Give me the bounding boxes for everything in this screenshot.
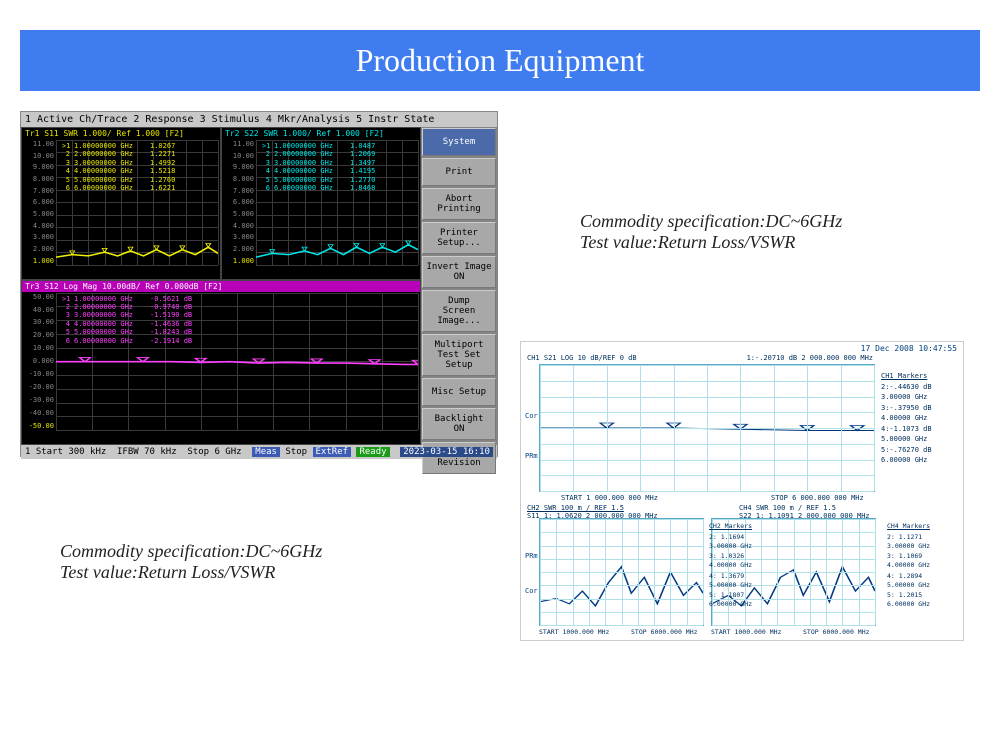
ch2-start: START 1000.000 MHz [539,628,609,636]
ch4-start: START 1000.000 MHz [711,628,781,636]
caption-left-l1: Commodity specification:DC~6GHz [60,541,322,562]
printer-setup-button[interactable]: Printer Setup... [422,222,496,254]
status-extref: ExtRef [313,447,352,457]
plot-s12-title: Tr3 S12 Log Mag 10.00dB/ Ref 0.000dB [F2… [22,281,420,292]
content-area: 1 Active Ch/Trace 2 Response 3 Stimulus … [0,111,1000,671]
plot-s12-markers: >11.00000000 GHz-0.5621 dB22.00000000 GH… [62,295,192,345]
status-ready: Ready [356,447,389,457]
ch4-stop: STOP 6000.000 MHz [803,628,870,636]
ch4-markers: CH4 Markers 2: 1.12713.00000 GHz3: 1.106… [887,522,959,609]
analyzer1-window: 1 Active Ch/Trace 2 Response 3 Stimulus … [20,111,498,457]
print-button[interactable]: Print [422,158,496,186]
ch2-plot [539,518,704,626]
plot-s12-ylabels: 50.0040.0030.0020.0010.000.000-10.00-20.… [24,293,54,430]
plot-s11-title: Tr1 S11 SWR 1.000/ Ref 1.000 [F2] [22,128,220,139]
ch1-start-label: START 1 000.000 000 MHz [561,494,658,502]
status-datetime: 2023-03-15 16:10 [400,447,493,457]
misc-setup-button[interactable]: Misc Setup [422,378,496,406]
analyzer1-sidebar: System Print Abort Printing Printer Setu… [421,127,497,445]
dump-screen-button[interactable]: DumpScreen Image... [422,290,496,332]
status-ifbw: IFBW 70 kHz [117,447,177,457]
ch1-plot [539,364,875,492]
caption-right: Commodity specification:DC~6GHz Test val… [580,211,842,253]
ch1-cor-label: Cor [525,412,538,420]
analyzer2-datetime: 17 Dec 2008 10:47:55 [861,344,957,353]
plot-s11-markers: >11.00000000 GHz1.026722.00000000 GHz1.2… [62,142,175,192]
ch1-marker-header: 1:-.20710 dB 2 000.000 000 MHz [747,354,873,362]
abort-printing-button[interactable]: Abort Printing [422,188,496,220]
status-meas: Meas [252,447,280,457]
header-title: Production Equipment [20,30,980,91]
plot-s22: Tr2 S22 SWR 1.000/ Ref 1.000 [F2] 11.001… [221,127,421,280]
plot-s22-markers: >11.00000000 GHz1.048722.00000000 GHz1.2… [262,142,375,192]
ch1-header: CH1 S21 LOG 10 dB/REF 0 dB [527,354,637,362]
caption-right-l2: Test value:Return Loss/VSWR [580,232,842,253]
analyzer1-plots: Tr1 S11 SWR 1.000/ Ref 1.000 [F2] 11.001… [21,127,421,445]
plot-s22-title: Tr2 S22 SWR 1.000/ Ref 1.000 [F2] [222,128,420,139]
ch2-markers: CH2 Markers 2: 1.16943.00000 GHz3: 1.032… [709,522,781,609]
ch1-prm-label: PRm [525,452,538,460]
analyzer1-menubar[interactable]: 1 Active Ch/Trace 2 Response 3 Stimulus … [21,112,497,127]
multiport-setup-button[interactable]: Multiport Test SetSetup [422,334,496,376]
invert-image-button[interactable]: Invert ImageON [422,256,496,288]
ch2-stop: STOP 6000.000 MHz [631,628,698,636]
plot-s12: Tr3 S12 Log Mag 10.00dB/ Ref 0.000dB [F2… [21,280,421,445]
caption-right-l1: Commodity specification:DC~6GHz [580,211,842,232]
ch2-prm-label: PRm [525,552,538,560]
status-stop2: Stop [285,447,307,457]
ch1-markers: CH1 Markers 2:-.44630 dB3.00000 GHz3:-.3… [881,372,959,465]
analyzer2-window: 17 Dec 2008 10:47:55 CH1 S21 LOG 10 dB/R… [520,341,964,641]
system-button[interactable]: System [422,128,496,156]
backlight-button[interactable]: BacklightON [422,408,496,440]
caption-left: Commodity specification:DC~6GHz Test val… [60,541,322,583]
plot-s22-ylabels: 11.0010.009.0008.0007.0006.0005.0004.000… [224,140,254,265]
caption-left-l2: Test value:Return Loss/VSWR [60,562,322,583]
ch1-stop-label: STOP 6 000.000 000 MHz [771,494,864,502]
plot-s11: Tr1 S11 SWR 1.000/ Ref 1.000 [F2] 11.001… [21,127,221,280]
analyzer1-statusbar: 1 Start 300 kHz IFBW 70 kHz Stop 6 GHz M… [21,445,497,459]
status-start: 1 Start 300 kHz [25,447,106,457]
plot-s11-ylabels: 11.0010.009.0008.0007.0006.0005.0004.000… [24,140,54,265]
ch2-cor-label: Cor [525,587,538,595]
status-stop: Stop 6 GHz [187,447,241,457]
